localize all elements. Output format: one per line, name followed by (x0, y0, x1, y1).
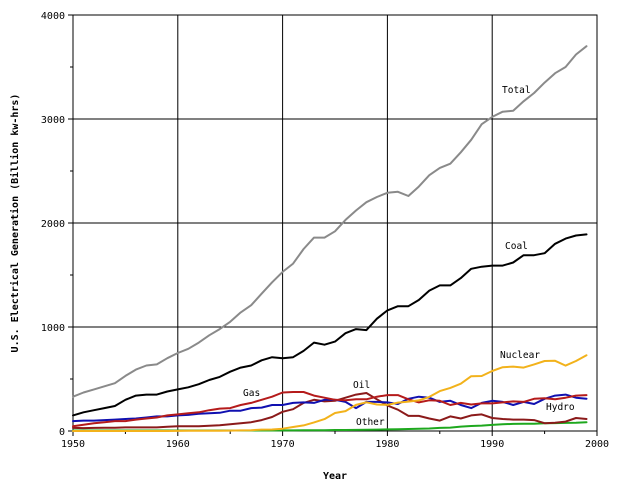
y-tick-label: 3000 (41, 115, 65, 126)
x-tick-label: 1990 (480, 439, 504, 450)
series-label-other: Other (356, 417, 385, 428)
series-line-total (72, 45, 588, 398)
series-label-hydro: Hydro (546, 402, 575, 413)
series-lines (72, 45, 588, 432)
series-line-coal (72, 233, 588, 417)
series-label-total: Total (502, 85, 531, 96)
x-tick-label: 1960 (166, 439, 190, 450)
x-tick-label: 1950 (61, 439, 85, 450)
series-label-oil: Oil (353, 380, 370, 391)
y-tick-label: 4000 (41, 11, 65, 22)
series-label-gas: Gas (243, 388, 260, 399)
series-line-gas (72, 391, 588, 428)
y-tick-label: 0 (59, 427, 65, 438)
axis-ticks: 1950 1960 1970 1980 1990 2000 0 1000 2000 3000 400… (41, 11, 609, 450)
y-axis-title: U.S. Electrical Generation (Billion kw-h… (9, 94, 21, 353)
series-label-coal: Coal (505, 241, 528, 252)
series-line-oil (72, 392, 588, 430)
series-label-nuclear: Nuclear (500, 350, 540, 361)
x-axis-title: Year (323, 471, 347, 482)
x-tick-label: 1970 (271, 439, 295, 450)
y-tick-label: 1000 (41, 323, 65, 334)
x-tick-label: 1980 (375, 439, 399, 450)
series-line-nuclear (72, 354, 588, 432)
grid-lines (73, 15, 597, 431)
x-tick-label: 2000 (585, 439, 609, 450)
y-tick-label: 2000 (41, 219, 65, 230)
